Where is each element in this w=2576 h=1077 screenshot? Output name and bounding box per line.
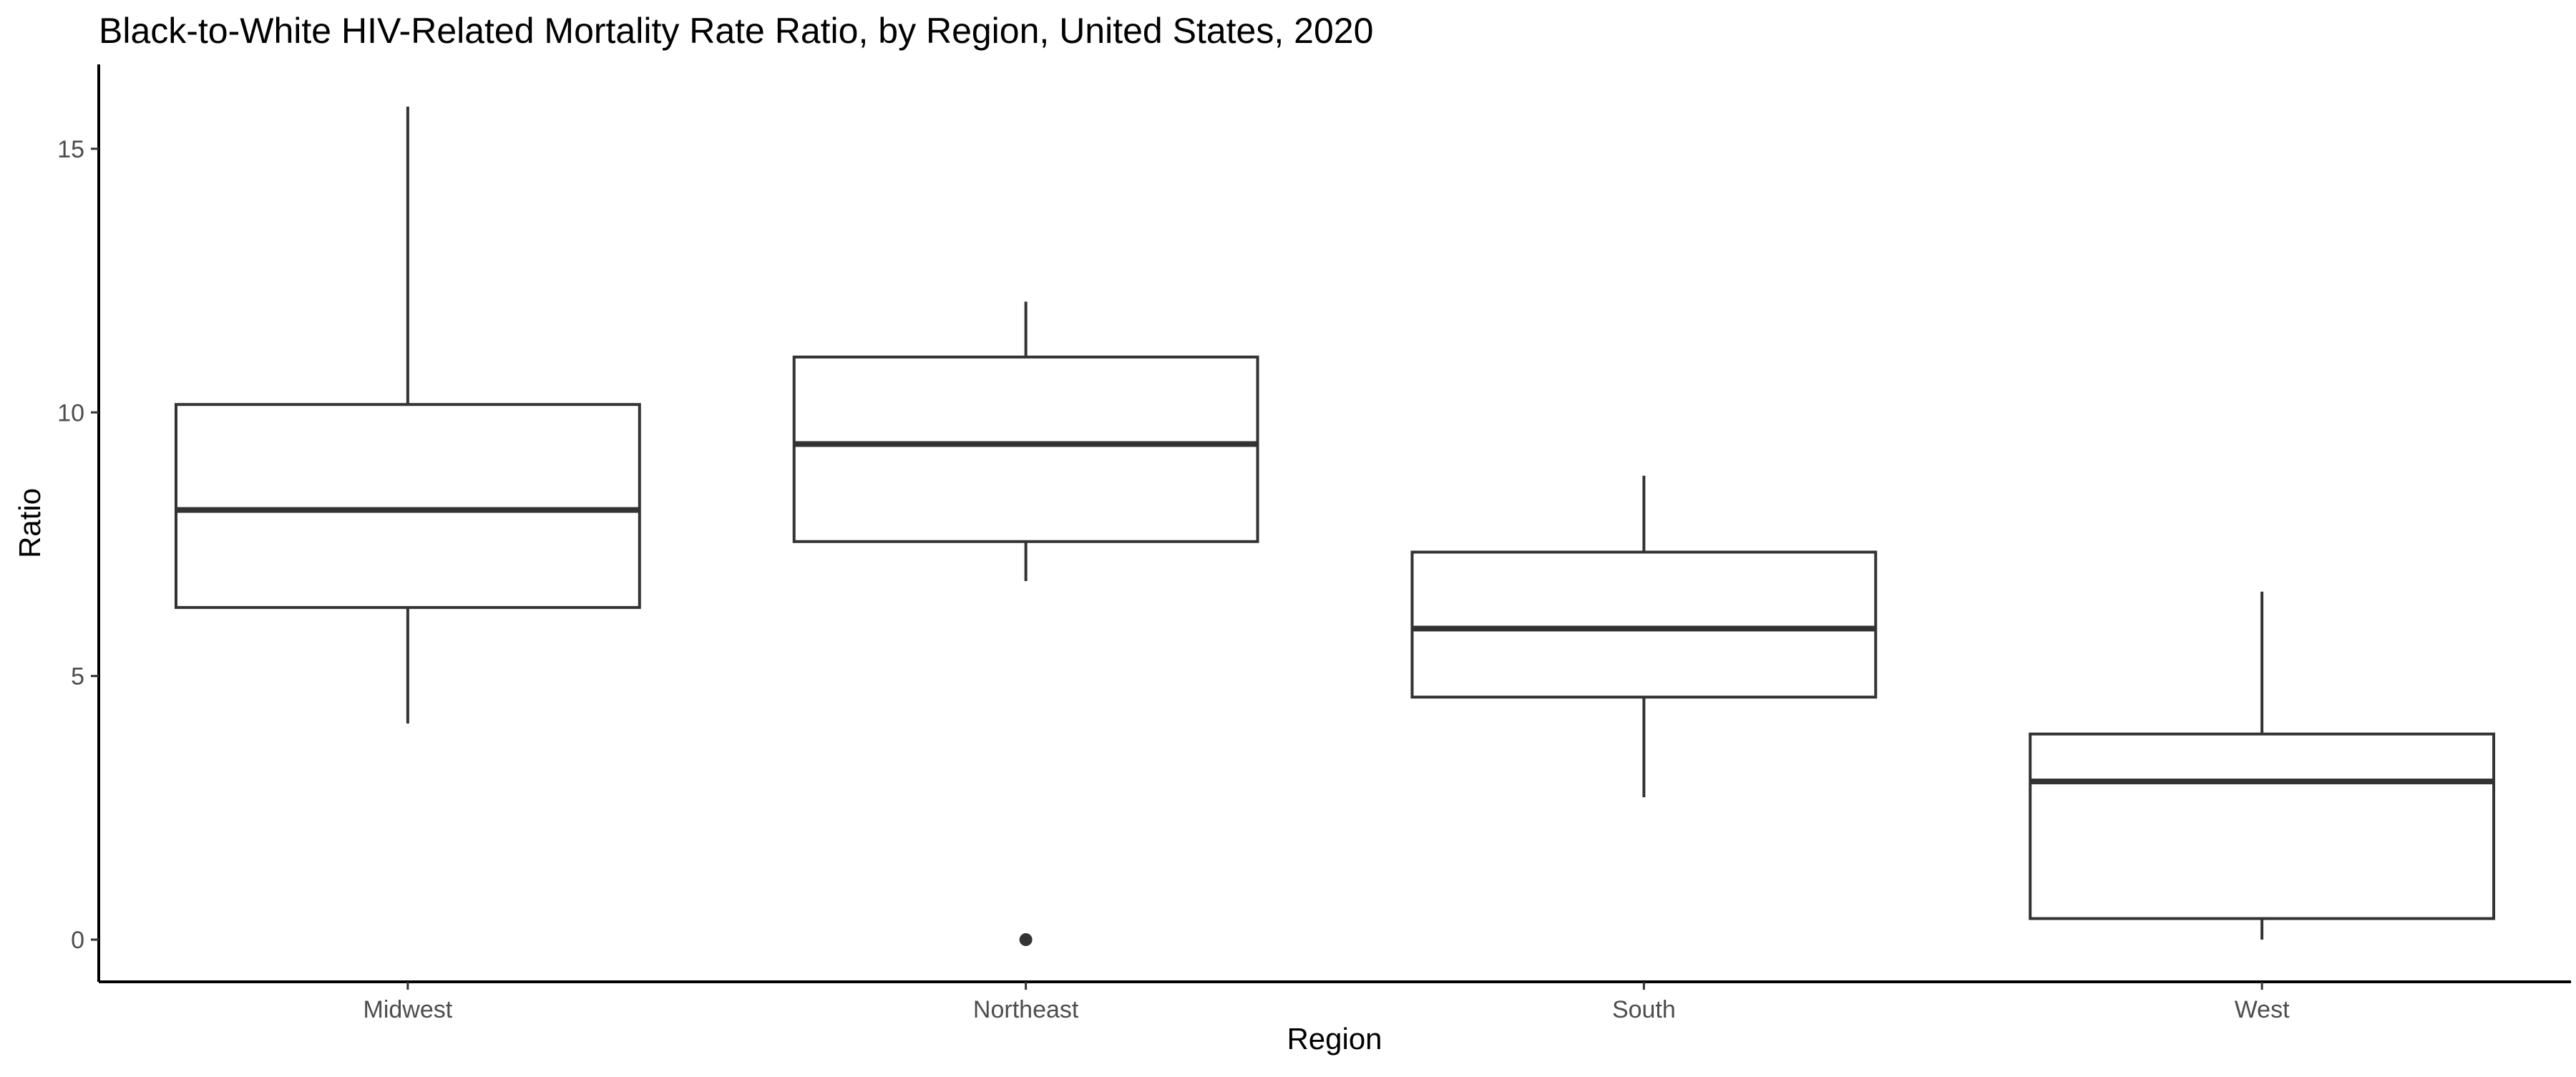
box-west xyxy=(2029,732,2496,920)
box-south xyxy=(1410,550,1878,699)
x-axis-title: Region xyxy=(1287,1022,1382,1056)
y-tick-label: 0 xyxy=(71,927,84,954)
x-tick-label-midwest: Midwest xyxy=(364,996,453,1023)
box-northeast xyxy=(792,355,1259,543)
y-tick-label: 15 xyxy=(57,136,84,163)
x-tick-label-south: South xyxy=(1612,996,1676,1023)
box-midwest xyxy=(174,403,641,609)
y-axis-title: Ratio xyxy=(13,488,47,558)
x-tick-label-west: West xyxy=(2235,996,2290,1023)
y-tick-label: 10 xyxy=(57,399,84,427)
plot-area: 0 5 10 15 Midwest Northeast South West xyxy=(57,64,2571,1023)
chart-title: Black-to-White HIV-Related Mortality Rat… xyxy=(99,11,1373,51)
x-tick-label-northeast: Northeast xyxy=(973,996,1079,1023)
outlier-northeast xyxy=(1019,933,1033,947)
y-tick-label: 5 xyxy=(71,663,84,691)
